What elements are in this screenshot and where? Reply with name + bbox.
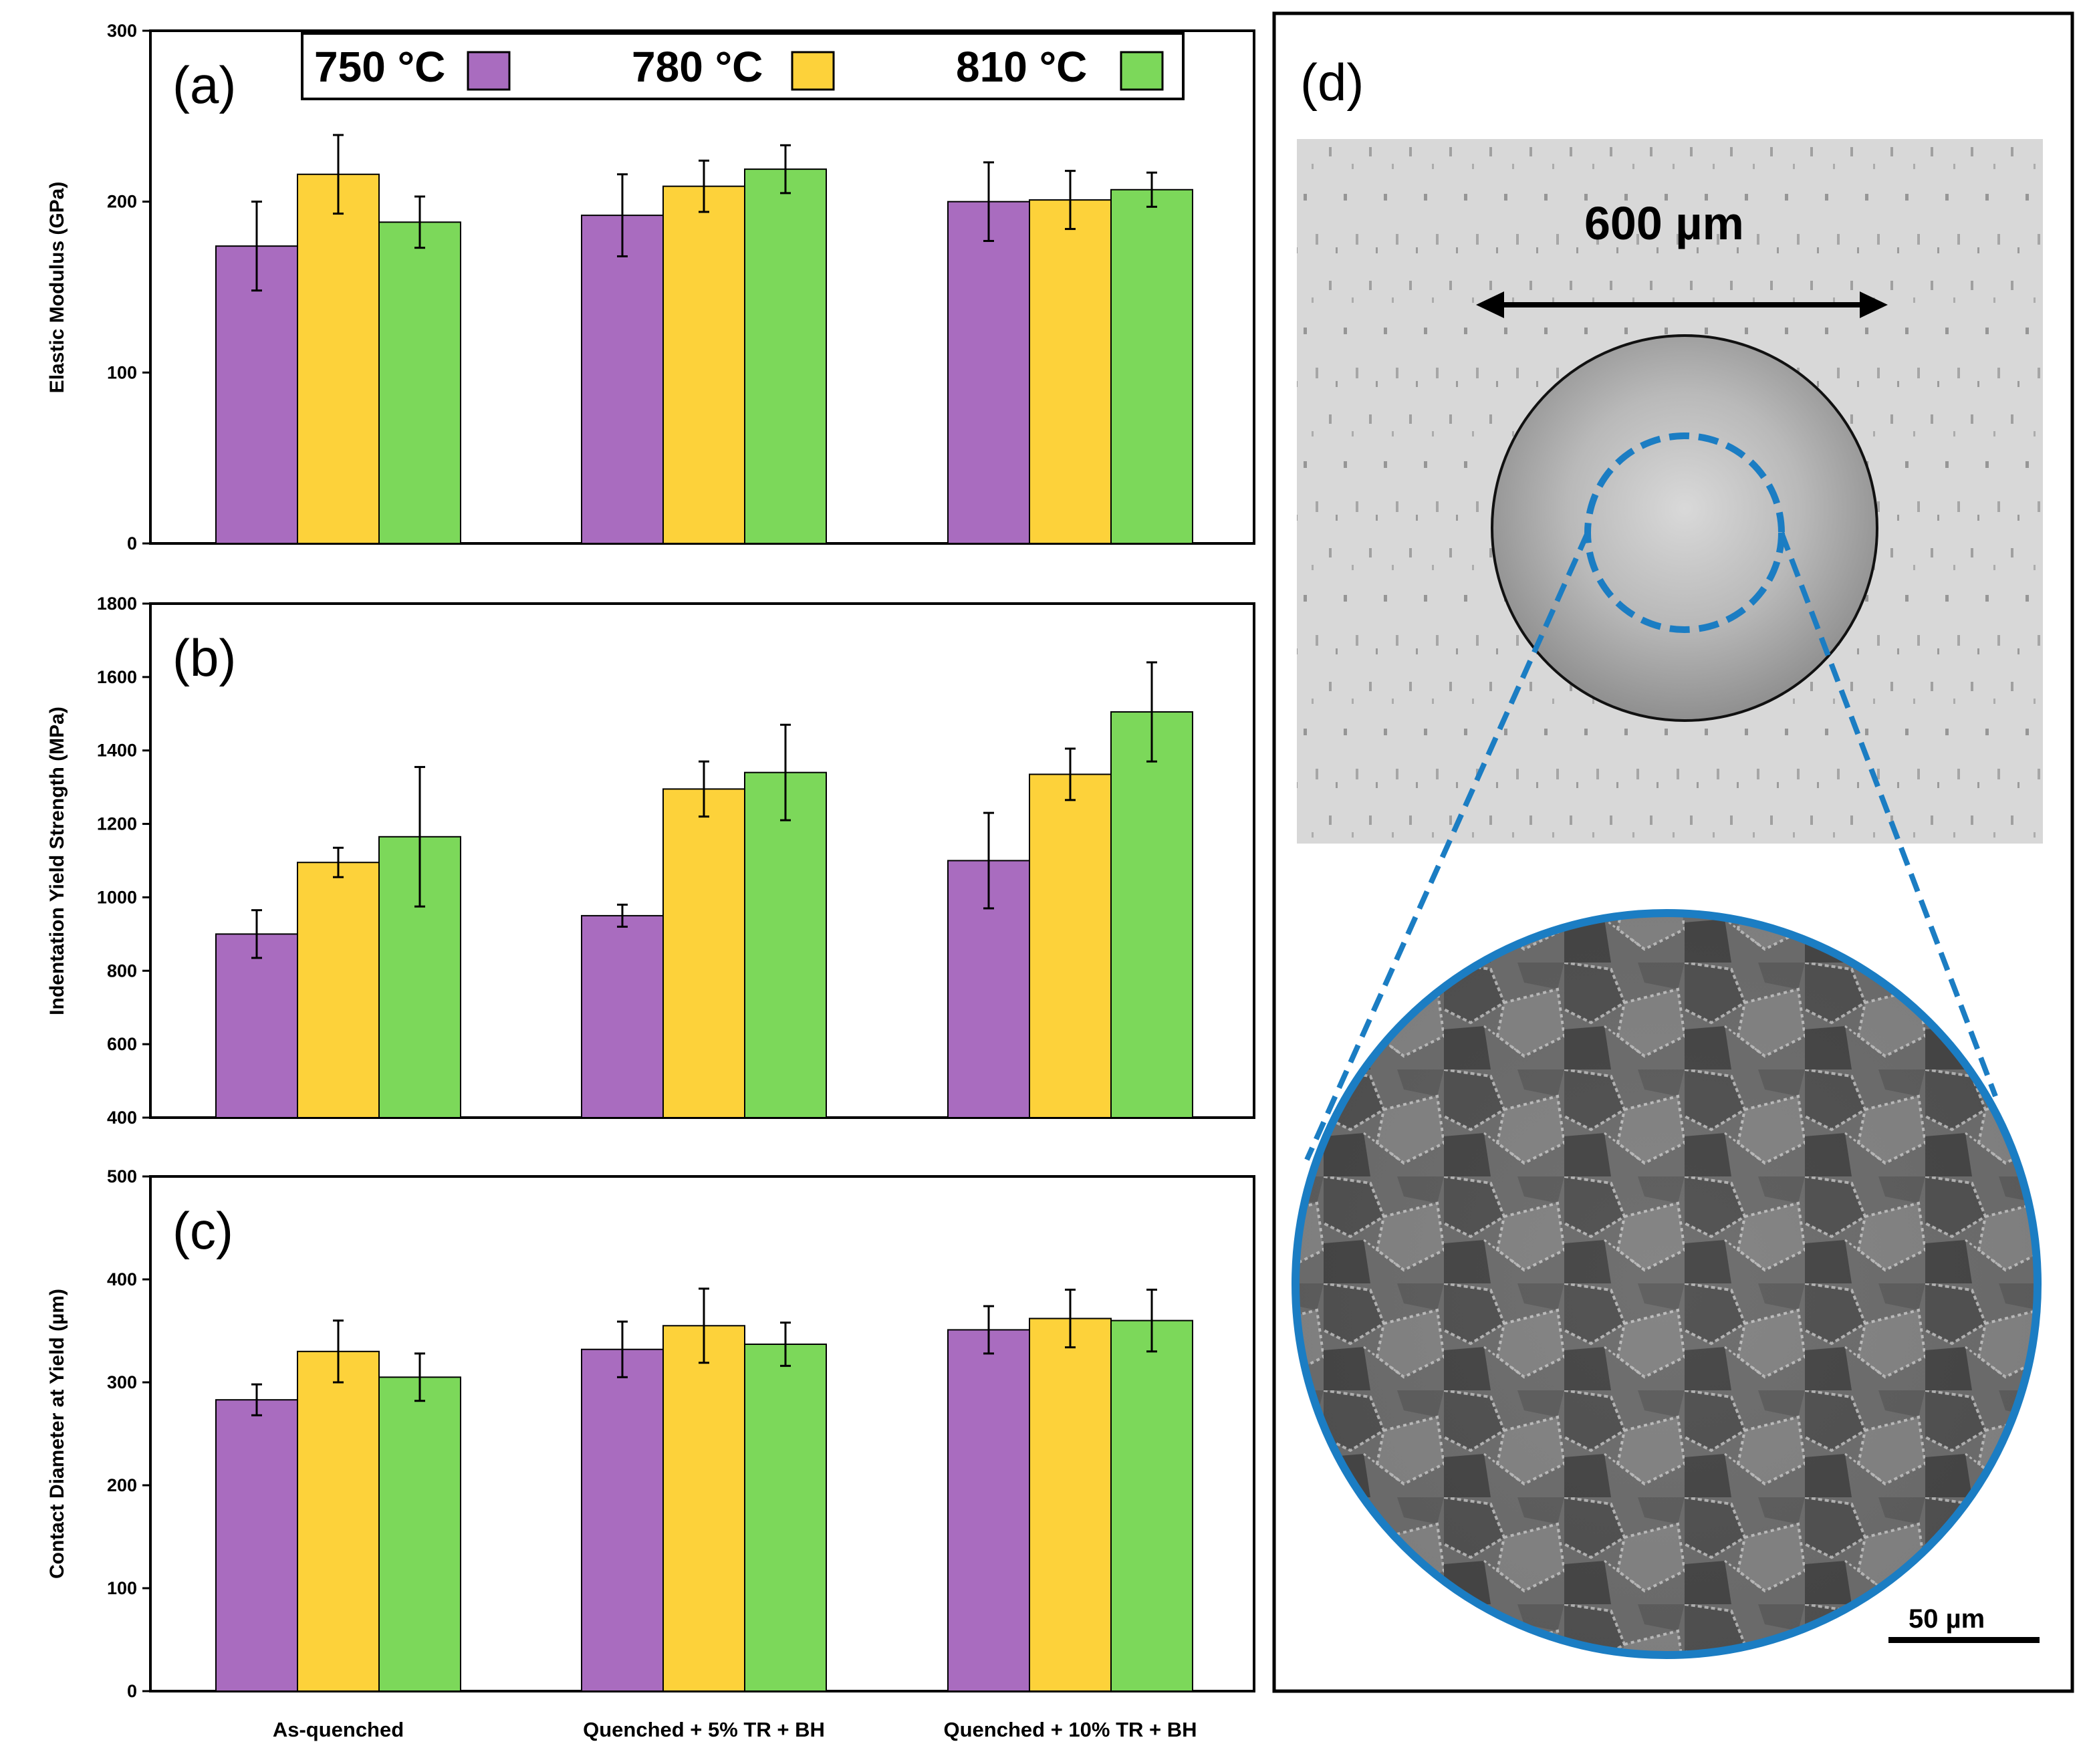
y-tick-label: 1200 xyxy=(97,814,137,834)
bar xyxy=(1110,711,1193,1118)
legend-label-780: 780 °C xyxy=(632,43,763,91)
indent-footprint xyxy=(1491,334,1878,722)
zoom-line-right xyxy=(1779,531,1998,1098)
scale-bar-label: 50 µm xyxy=(1909,1604,1985,1634)
y-axis-label: Indentation Yield Strength (MPa) xyxy=(46,707,68,1015)
y-tick-label: 1800 xyxy=(97,594,137,614)
y-axis-label: Contact Diameter at Yield (µm) xyxy=(46,1289,68,1579)
legend-swatch-780 xyxy=(791,51,835,91)
y-axis-label: Elastic Modulus (GPa) xyxy=(46,182,68,394)
zoom-line-left xyxy=(1304,531,1590,1161)
bar xyxy=(662,185,745,544)
y-tick-label: 300 xyxy=(107,21,137,41)
legend: 750 °C 780 °C 810 °C xyxy=(301,32,1185,100)
micrograph-panel: (d) 600 µm 50 µm xyxy=(1272,11,2074,1693)
bar xyxy=(581,1348,664,1692)
panel-label-b: (b) xyxy=(172,628,236,687)
elastic-modulus-chart: 0 100 200 300 Elastic Modulus (GPa) (a) xyxy=(46,21,1255,553)
y-tick-label: 1400 xyxy=(97,741,137,761)
bar xyxy=(297,862,380,1119)
dimension-arrow xyxy=(1476,291,1888,318)
legend-label-750: 750 °C xyxy=(314,43,445,91)
x-category-label: Quenched + 10% TR + BH xyxy=(944,1718,1197,1741)
y-tick-label: 500 xyxy=(107,1166,137,1186)
sem-microstructure-image xyxy=(1292,909,2042,1659)
bar xyxy=(581,914,664,1118)
bar xyxy=(297,173,380,544)
dimension-label: 600 µm xyxy=(1584,197,1744,249)
bar xyxy=(662,1325,745,1692)
bar xyxy=(744,168,827,544)
x-category-label: As-quenched xyxy=(273,1718,404,1741)
y-tick-label: 800 xyxy=(107,961,137,981)
y-tick-label: 400 xyxy=(107,1269,137,1289)
y-tick-label: 200 xyxy=(107,192,137,212)
bar xyxy=(581,215,664,544)
y-tick-label: 100 xyxy=(107,362,137,382)
x-category-label: Quenched + 5% TR + BH xyxy=(583,1718,825,1741)
bar xyxy=(378,1376,461,1692)
bar xyxy=(1029,199,1112,544)
bar xyxy=(1029,773,1112,1118)
panel-label-d: (d) xyxy=(1300,53,1364,112)
y-tick-label: 1000 xyxy=(97,887,137,907)
bar xyxy=(662,788,745,1118)
bar xyxy=(215,933,298,1119)
bar xyxy=(744,771,827,1118)
scale-bar: 50 µm xyxy=(1888,1604,2040,1643)
bar xyxy=(947,201,1030,544)
bar xyxy=(215,1399,298,1692)
bar xyxy=(744,1344,827,1692)
y-tick-label: 300 xyxy=(107,1372,137,1392)
indentation-image: 600 µm xyxy=(1297,139,2043,844)
y-tick-label: 600 xyxy=(107,1034,137,1054)
bar xyxy=(378,221,461,544)
panel-label-c: (c) xyxy=(172,1201,233,1260)
y-tick-label: 400 xyxy=(107,1108,137,1128)
y-tick-label: 100 xyxy=(107,1578,137,1598)
legend-swatch-750 xyxy=(467,51,511,91)
y-tick-label: 1600 xyxy=(97,667,137,687)
bar xyxy=(1110,1319,1193,1692)
bar xyxy=(1110,188,1193,544)
y-tick-label: 0 xyxy=(127,533,137,553)
legend-swatch-810 xyxy=(1120,51,1164,91)
y-tick-label: 0 xyxy=(127,1681,137,1701)
panel-label-a: (a) xyxy=(172,55,236,114)
bar xyxy=(1029,1317,1112,1692)
legend-label-810: 810 °C xyxy=(956,43,1087,91)
contact-diameter-chart: 0 100 200 300 400 500 Contact Diameter at Yiel… xyxy=(46,1166,1255,1741)
yield-strength-chart: 400 600 800 1000 1200 1400 1600 1800 Indentation… xyxy=(46,594,1255,1128)
y-tick-label: 200 xyxy=(107,1475,137,1495)
bar xyxy=(947,1329,1030,1692)
bar xyxy=(297,1350,380,1692)
bar xyxy=(215,245,298,544)
